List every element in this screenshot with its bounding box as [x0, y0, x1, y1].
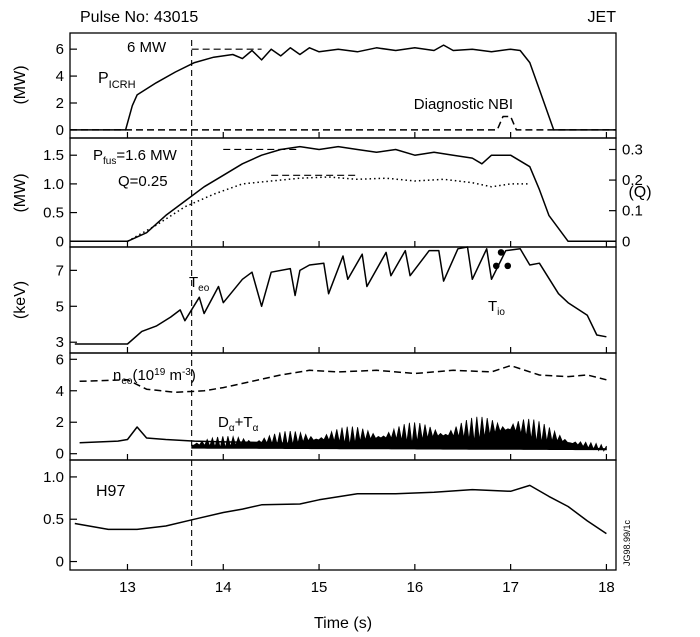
panel5-ytick-label: 0	[56, 554, 64, 571]
h97-label: H97	[96, 483, 125, 500]
plot-layer: 0 2 4 6 0 0.5 1.0 1.5 0 0.1 0.2 0.3 3 5 7 0 2 4 6 0 0.5 1.0 13…	[43, 40, 643, 596]
panel2-series-q	[127, 176, 530, 242]
panel4-ytick-label: 6	[56, 351, 64, 368]
panel1-ytick-label: 0	[56, 122, 64, 139]
panel3-ylabel: (keV)	[12, 281, 29, 319]
teo-label: Teo	[189, 274, 210, 294]
panel4-ytick-label: 4	[56, 383, 64, 400]
tio-point	[497, 249, 505, 256]
x-tick-label: 14	[215, 579, 232, 596]
dt-alpha-label: Dα+Tα	[218, 414, 259, 434]
panel1-ytick-label: 6	[56, 41, 64, 58]
tio-point	[492, 262, 500, 270]
pulse-number: Pulse No: 43015	[80, 9, 198, 26]
panel2-right-ytick-label: 0.1	[622, 203, 643, 220]
tio-label: Tio	[488, 298, 505, 318]
panel2-ylabel: (MW)	[12, 173, 29, 212]
panel1-ylabel: (MW)	[12, 65, 29, 104]
tio-point	[504, 262, 512, 270]
panel2-ytick-label: 1.5	[43, 147, 64, 164]
neo-label: neo(1019 m-3)	[113, 367, 196, 387]
panel1-series-dashed	[70, 115, 616, 131]
panel1-ytick-label: 4	[56, 68, 64, 85]
x-axis-label: Time (s)	[314, 615, 372, 632]
panel2-right-ytick-label: 0.3	[622, 141, 643, 158]
device-name: JET	[588, 9, 617, 26]
x-tick-label: 16	[406, 579, 423, 596]
panel4-series-d-alpha-t-alpha-envelope	[191, 416, 607, 452]
panel2-ytick-label: 0.5	[43, 205, 64, 222]
panel2-right-ylabel: (Q)	[628, 184, 651, 201]
panel2-series-p-fus	[70, 145, 616, 243]
panel3-ytick-label: 3	[56, 334, 64, 351]
panel5-series-h97	[74, 484, 607, 535]
panel4-ytick-label: 2	[56, 414, 64, 431]
panel4-ytick-label: 0	[56, 446, 64, 463]
panel1-series-solid	[70, 44, 616, 131]
panel5-ytick-label: 0.5	[43, 511, 64, 528]
diagnostic-nbi-label: Diagnostic NBI	[414, 96, 513, 113]
x-tick-label: 13	[119, 579, 136, 596]
source-code: JG98.99/1c	[622, 519, 632, 566]
x-tick-label: 15	[311, 579, 328, 596]
panel2-right-ytick-label: 0	[622, 233, 630, 250]
panel2-ytick-label: 1.0	[43, 176, 64, 193]
x-tick-label: 18	[598, 579, 615, 596]
x-tick-label: 17	[502, 579, 519, 596]
picrh-label: PICRH	[98, 70, 136, 91]
panel5-ytick-label: 1.0	[43, 469, 64, 486]
panel2-right-ytick-label: 0.2	[622, 172, 643, 189]
panel-h97-frame	[69, 459, 617, 571]
panel-temperature-frame	[69, 246, 617, 354]
panel3-ytick-label: 7	[56, 262, 64, 279]
panel4-series-n-eo	[79, 364, 607, 394]
panel2-ytick-label: 0	[56, 233, 64, 250]
q-label: Q=0.25	[118, 173, 168, 190]
panel1-ytick-label: 2	[56, 95, 64, 112]
panel3-series-t-eo	[74, 246, 607, 345]
pfus-label: Pfus=1.6 MW	[93, 147, 178, 167]
level-6mw-label: 6 MW	[127, 39, 167, 56]
panel3-ytick-label: 5	[56, 298, 64, 315]
